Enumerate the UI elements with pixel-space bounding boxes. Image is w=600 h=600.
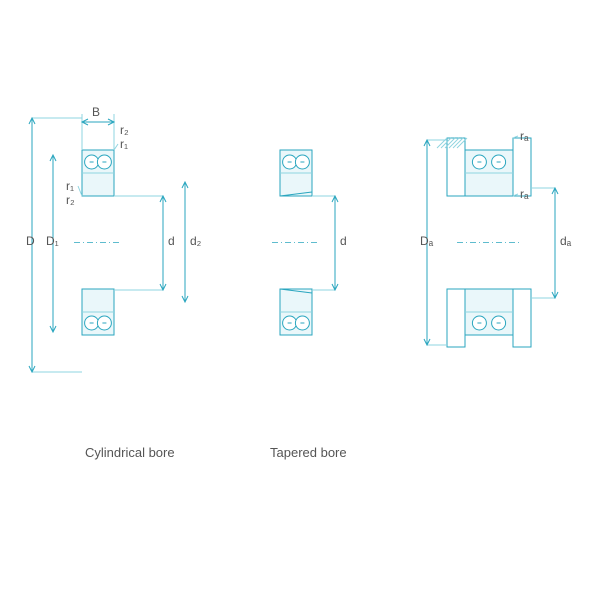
svg-text:r₁: r₁ <box>66 179 74 193</box>
svg-text:rₐ: rₐ <box>520 129 529 143</box>
caption-tapered: Tapered bore <box>270 445 347 460</box>
svg-text:B: B <box>92 105 100 119</box>
diagram-stage: { "colors": { "stroke": "#2aa6bf", "stro… <box>0 0 600 600</box>
svg-text:r₂: r₂ <box>120 123 129 137</box>
svg-text:d: d <box>340 234 347 248</box>
diagram-svg: DD₁dd₂Br₁r₂r₁r₂dDₐdₐrₐrₐ <box>0 0 600 600</box>
svg-text:dₐ: dₐ <box>560 234 572 248</box>
svg-text:r₂: r₂ <box>66 193 75 207</box>
svg-text:d₂: d₂ <box>190 234 202 248</box>
caption-cylindrical: Cylindrical bore <box>85 445 175 460</box>
svg-text:D₁: D₁ <box>46 234 59 248</box>
svg-text:r₁: r₁ <box>120 137 128 151</box>
svg-text:D: D <box>26 234 35 248</box>
svg-text:rₐ: rₐ <box>520 187 529 201</box>
svg-text:d: d <box>168 234 175 248</box>
svg-text:Dₐ: Dₐ <box>420 234 434 248</box>
